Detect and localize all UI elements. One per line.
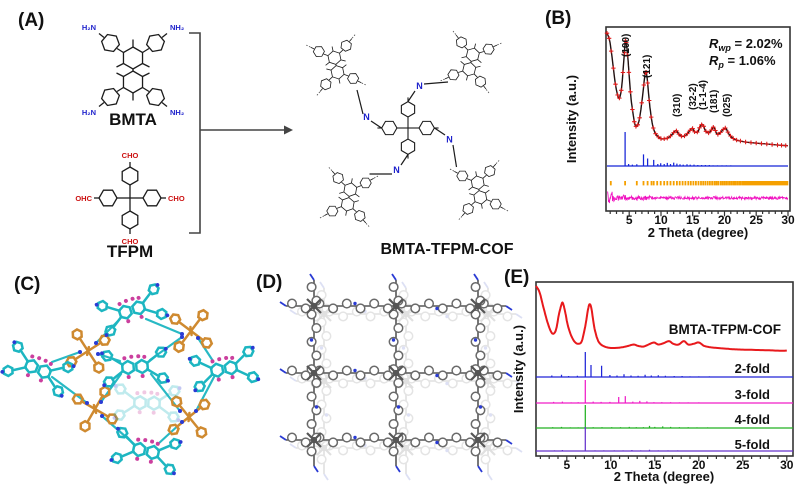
- stick-series: [536, 427, 793, 452]
- amine-label: NH₂: [170, 108, 184, 117]
- x-tick-label: 5: [626, 213, 633, 227]
- x-axis-ticks: [539, 456, 788, 462]
- panel-e: (E) Intensity (a.u.) 2 Theta (degree) 5 1…: [504, 267, 794, 484]
- peak-label: (025): [722, 94, 733, 117]
- stick-series: [607, 132, 788, 167]
- aldehyde-label: CHO: [168, 194, 185, 203]
- plot-frame: [605, 26, 791, 212]
- x-tick-label: 15: [686, 213, 700, 227]
- amine-label: H₂N: [82, 108, 96, 117]
- b-ylabel: Intensity (a.u.): [564, 75, 579, 163]
- imine-n-label: N: [393, 165, 400, 175]
- panel-e-label: (E): [504, 267, 529, 288]
- x-tick-label: 10: [654, 213, 668, 227]
- e-trace-labels: BMTA-TFPM-COF 2-fold 3-fold 4-fold 5-fol…: [669, 322, 781, 452]
- tfpm-nodes-orange: [64, 308, 215, 440]
- peak-label: (32-2): [688, 83, 699, 110]
- x-tick-label: 10: [604, 458, 618, 472]
- cof-name: BMTA-TFPM-COF: [381, 241, 514, 258]
- x-tick-label: 25: [750, 213, 764, 227]
- x-tick-label: 5: [563, 458, 570, 472]
- panel-d-label: (D): [256, 272, 282, 293]
- b-peak-labels: (100) (121) (310) (32-2) (1-1-4) (181) (…: [621, 34, 733, 117]
- e-xlabel: 2 Theta (degree): [614, 469, 714, 484]
- e-plot: 5 10 15 20 25 30: [535, 285, 794, 472]
- tfpm-name: TFPM: [107, 242, 153, 261]
- stick-series: [536, 405, 793, 429]
- panel-c-structure: [0, 281, 261, 477]
- x-axis-ticks: [609, 211, 789, 217]
- x-tick-label: 20: [718, 213, 732, 227]
- imine-n-label: N: [416, 81, 423, 91]
- peak-label: (1-1-4): [698, 80, 709, 110]
- panel-d-framework-echo: [289, 281, 523, 481]
- bmta-units-cyan: [0, 281, 261, 477]
- rp-annotation: Rp = 1.06%: [709, 53, 776, 70]
- b-plot: 5 10 15 20 25 30: [604, 31, 795, 227]
- trace-label-cof: BMTA-TFPM-COF: [669, 322, 781, 337]
- trace-label-2fold: 2-fold: [735, 361, 770, 376]
- stick-series: [536, 380, 793, 404]
- tfpm-molecule: CHO CHO OHC CHO: [75, 151, 185, 246]
- panel-a: (A) H₂N NH₂ H₂N NH₂ BMTA CHO CHO OHC CHO…: [18, 10, 514, 261]
- peak-label: (121): [642, 55, 653, 78]
- reaction-arrow: [200, 125, 293, 135]
- aldehyde-label: OHC: [75, 194, 92, 203]
- panel-c-label: (C): [14, 274, 40, 295]
- bracket: [189, 32, 201, 234]
- panel-d: (D): [256, 272, 523, 481]
- bragg-positions-row: [609, 181, 789, 186]
- x-tick-label: 30: [781, 213, 795, 227]
- e-ylabel: Intensity (a.u.): [511, 325, 526, 413]
- imine-n-atoms: [78, 332, 200, 424]
- panel-a-label: (A): [18, 10, 44, 31]
- stick-series: [536, 352, 793, 378]
- peak-label: (100): [621, 34, 632, 57]
- cof-pattern-curve: [535, 285, 787, 352]
- panel-d-framework: [279, 273, 513, 473]
- trace-label-5fold: 5-fold: [735, 437, 770, 452]
- amine-label: NH₂: [170, 23, 184, 32]
- x-tick-label: 30: [780, 458, 794, 472]
- bmta-molecule: H₂N NH₂ H₂N NH₂: [82, 23, 184, 117]
- experimental-markers: [604, 31, 788, 148]
- panel-b: (B) Intensity (a.u.) 2 Theta (degree) 5 1…: [545, 8, 795, 240]
- bmta-name: BMTA: [109, 110, 157, 129]
- x-tick-label: 20: [692, 458, 706, 472]
- rwp-annotation: Rwp = 2.02%: [709, 36, 783, 53]
- panel-b-label: (B): [545, 8, 571, 29]
- trace-label-4fold: 4-fold: [735, 412, 770, 427]
- peak-label: (310): [672, 94, 683, 117]
- trace-label-3fold: 3-fold: [735, 387, 770, 402]
- cof-structure: N N N N: [306, 31, 509, 227]
- peak-label: (181): [709, 90, 720, 113]
- difference-curve: [607, 191, 789, 204]
- aldehyde-label: CHO: [122, 151, 139, 160]
- imine-n-label: N: [363, 112, 370, 122]
- imine-n-label: N: [446, 135, 453, 145]
- b-xlabel: 2 Theta (degree): [648, 225, 748, 240]
- x-tick-label: 25: [736, 458, 750, 472]
- amine-label: H₂N: [82, 23, 96, 32]
- aldehyde-label: CHO: [122, 237, 139, 246]
- x-tick-label: 15: [648, 458, 662, 472]
- panel-c: (C): [0, 274, 261, 477]
- plot-frame: [535, 281, 794, 457]
